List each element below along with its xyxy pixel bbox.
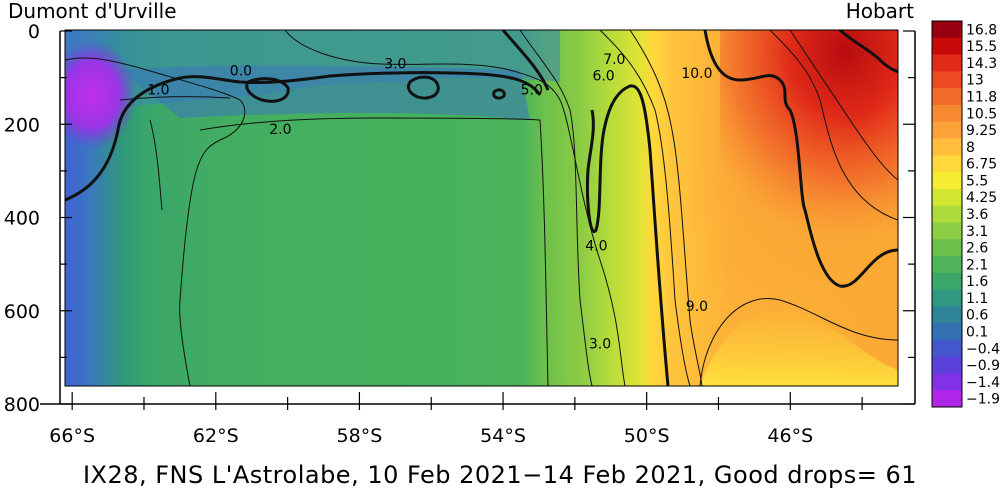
colorbar-swatch	[932, 222, 962, 240]
colorbar-label: 0.1	[966, 324, 988, 340]
colorbar-swatch	[932, 54, 962, 72]
contour-label: 3.0	[384, 57, 406, 73]
colorbar-label: −0.4	[966, 341, 1000, 357]
colorbar-swatch	[932, 306, 962, 324]
colorbar-swatch	[932, 88, 962, 106]
left-station-label: Dumont d'Urville	[8, 0, 177, 23]
contour-11-0	[838, 30, 898, 74]
contour-label: 9.0	[686, 299, 708, 315]
y-tick-label: 200	[4, 114, 40, 136]
colorbar-label: −1.4	[966, 375, 1000, 391]
colorbar-label: 4.25	[966, 190, 997, 206]
contour-7-0	[599, 30, 691, 386]
colorbar-label: 2.1	[966, 257, 988, 273]
x-tick-label: 62°S	[193, 425, 239, 447]
colorbar-swatch	[932, 323, 962, 341]
contour-label: 1.0	[147, 82, 169, 98]
x-tick-label: 54°S	[480, 425, 526, 447]
contour-label: 4.0	[585, 238, 607, 254]
colorbar-label: 2.6	[966, 241, 988, 257]
temperature-field	[65, 30, 898, 386]
colorbar-label: 1.1	[966, 291, 988, 307]
contour-label: 7.0	[603, 52, 625, 68]
colorbar-swatch	[932, 121, 962, 139]
colorbar-swatch	[932, 37, 962, 56]
colorbar-label: 13	[966, 73, 984, 89]
colorbar-swatch	[932, 373, 962, 391]
x-tick-label: 58°S	[337, 425, 383, 447]
x-tick-label: 50°S	[624, 425, 670, 447]
colorbar-swatch	[932, 138, 962, 156]
colorbar-swatch	[932, 255, 962, 274]
y-tick-label: 600	[4, 301, 40, 323]
caption: IX28, FNS L'Astrolabe, 10 Feb 2021−14 Fe…	[83, 461, 917, 489]
colorbar-label: 0.6	[966, 308, 988, 324]
contour-1-0-main	[65, 57, 246, 386]
contour-label: 5.0	[521, 82, 543, 98]
right-station-label: Hobart	[846, 0, 914, 23]
contour-label: 6.0	[592, 68, 614, 84]
colorbar-label: −1.9	[966, 392, 1000, 408]
colorbar-swatch	[932, 390, 962, 408]
colorbar-swatch	[932, 356, 962, 374]
contour-low-2	[406, 75, 440, 100]
colorbar-swatch	[932, 155, 962, 173]
contour-7-0-b	[629, 30, 703, 386]
contour-lines	[65, 30, 898, 386]
colorbar-label: 3.6	[966, 207, 988, 223]
contour-9-0	[699, 298, 898, 386]
contour-10-0	[703, 30, 898, 288]
contour-label: 0.0	[230, 64, 252, 80]
contour-6-0	[585, 84, 670, 386]
x-tick-label: 66°S	[49, 425, 95, 447]
contour-hobart-2	[789, 30, 898, 181]
colorbar-swatch	[932, 188, 962, 207]
colorbar-label: 11.8	[966, 90, 997, 106]
colorbar-label: 14.3	[966, 56, 997, 72]
y-tick-label: 0	[28, 21, 40, 43]
contour-hobart-1	[769, 30, 898, 221]
colorbar-label: 1.6	[966, 274, 988, 290]
x-axis-ticks: 66°S 62°S 58°S 54°S 50°S 46°S	[49, 392, 863, 447]
colorbar-label: 5.5	[966, 173, 988, 189]
colorbar-frame	[931, 20, 963, 408]
contour-labels: 0.0 1.0 3.0 2.0 5.0 6.07.0 10.0 4.0 9.0 3.0	[147, 52, 712, 352]
colorbar-swatch	[932, 104, 962, 123]
contour-label: 10.0	[681, 66, 712, 82]
contour-2-0	[199, 117, 549, 386]
colorbar-label: 6.75	[966, 157, 997, 173]
field-yellow-deep	[700, 308, 898, 386]
y-axis-ticks: 0 200 400 600 800	[4, 21, 915, 416]
contour-label: 2.0	[269, 122, 291, 138]
colorbar-label: 15.5	[966, 39, 997, 55]
contour-5-0	[501, 30, 550, 91]
colorbar-swatch	[932, 289, 962, 307]
colorbar-swatch	[932, 272, 962, 291]
contour-low-1	[245, 77, 290, 103]
colorbar-swatch	[932, 172, 962, 190]
colorbar-label: 8	[966, 140, 975, 156]
contour-label: 3.0	[589, 336, 611, 352]
colorbar-swatch	[932, 205, 962, 223]
contour-low-3	[492, 88, 506, 100]
colorbar-swatch	[932, 339, 962, 358]
contour-1-0-bottom	[119, 96, 231, 101]
colorbar-label: 9.25	[966, 123, 997, 139]
colorbar-swatch	[932, 21, 962, 39]
colorbar-label: −0.9	[966, 358, 1000, 374]
plot-frame	[64, 29, 899, 387]
y-tick-label: 800	[4, 394, 40, 416]
y-tick-label: 400	[4, 208, 40, 230]
colorbar-label: 3.1	[966, 224, 988, 240]
field-red-surface	[720, 30, 898, 240]
colorbar-swatch	[932, 71, 962, 89]
colorbar-label: 16.8	[966, 22, 997, 38]
x-tick-label: 46°S	[767, 425, 813, 447]
contour-5-0-b	[519, 30, 593, 386]
contour-1-0-b	[149, 119, 163, 211]
colorbar-label: 10.5	[966, 106, 997, 122]
colorbar-swatch	[932, 239, 962, 257]
colorbar: 16.815.514.31311.810.59.2586.755.54.253.…	[931, 20, 1000, 408]
